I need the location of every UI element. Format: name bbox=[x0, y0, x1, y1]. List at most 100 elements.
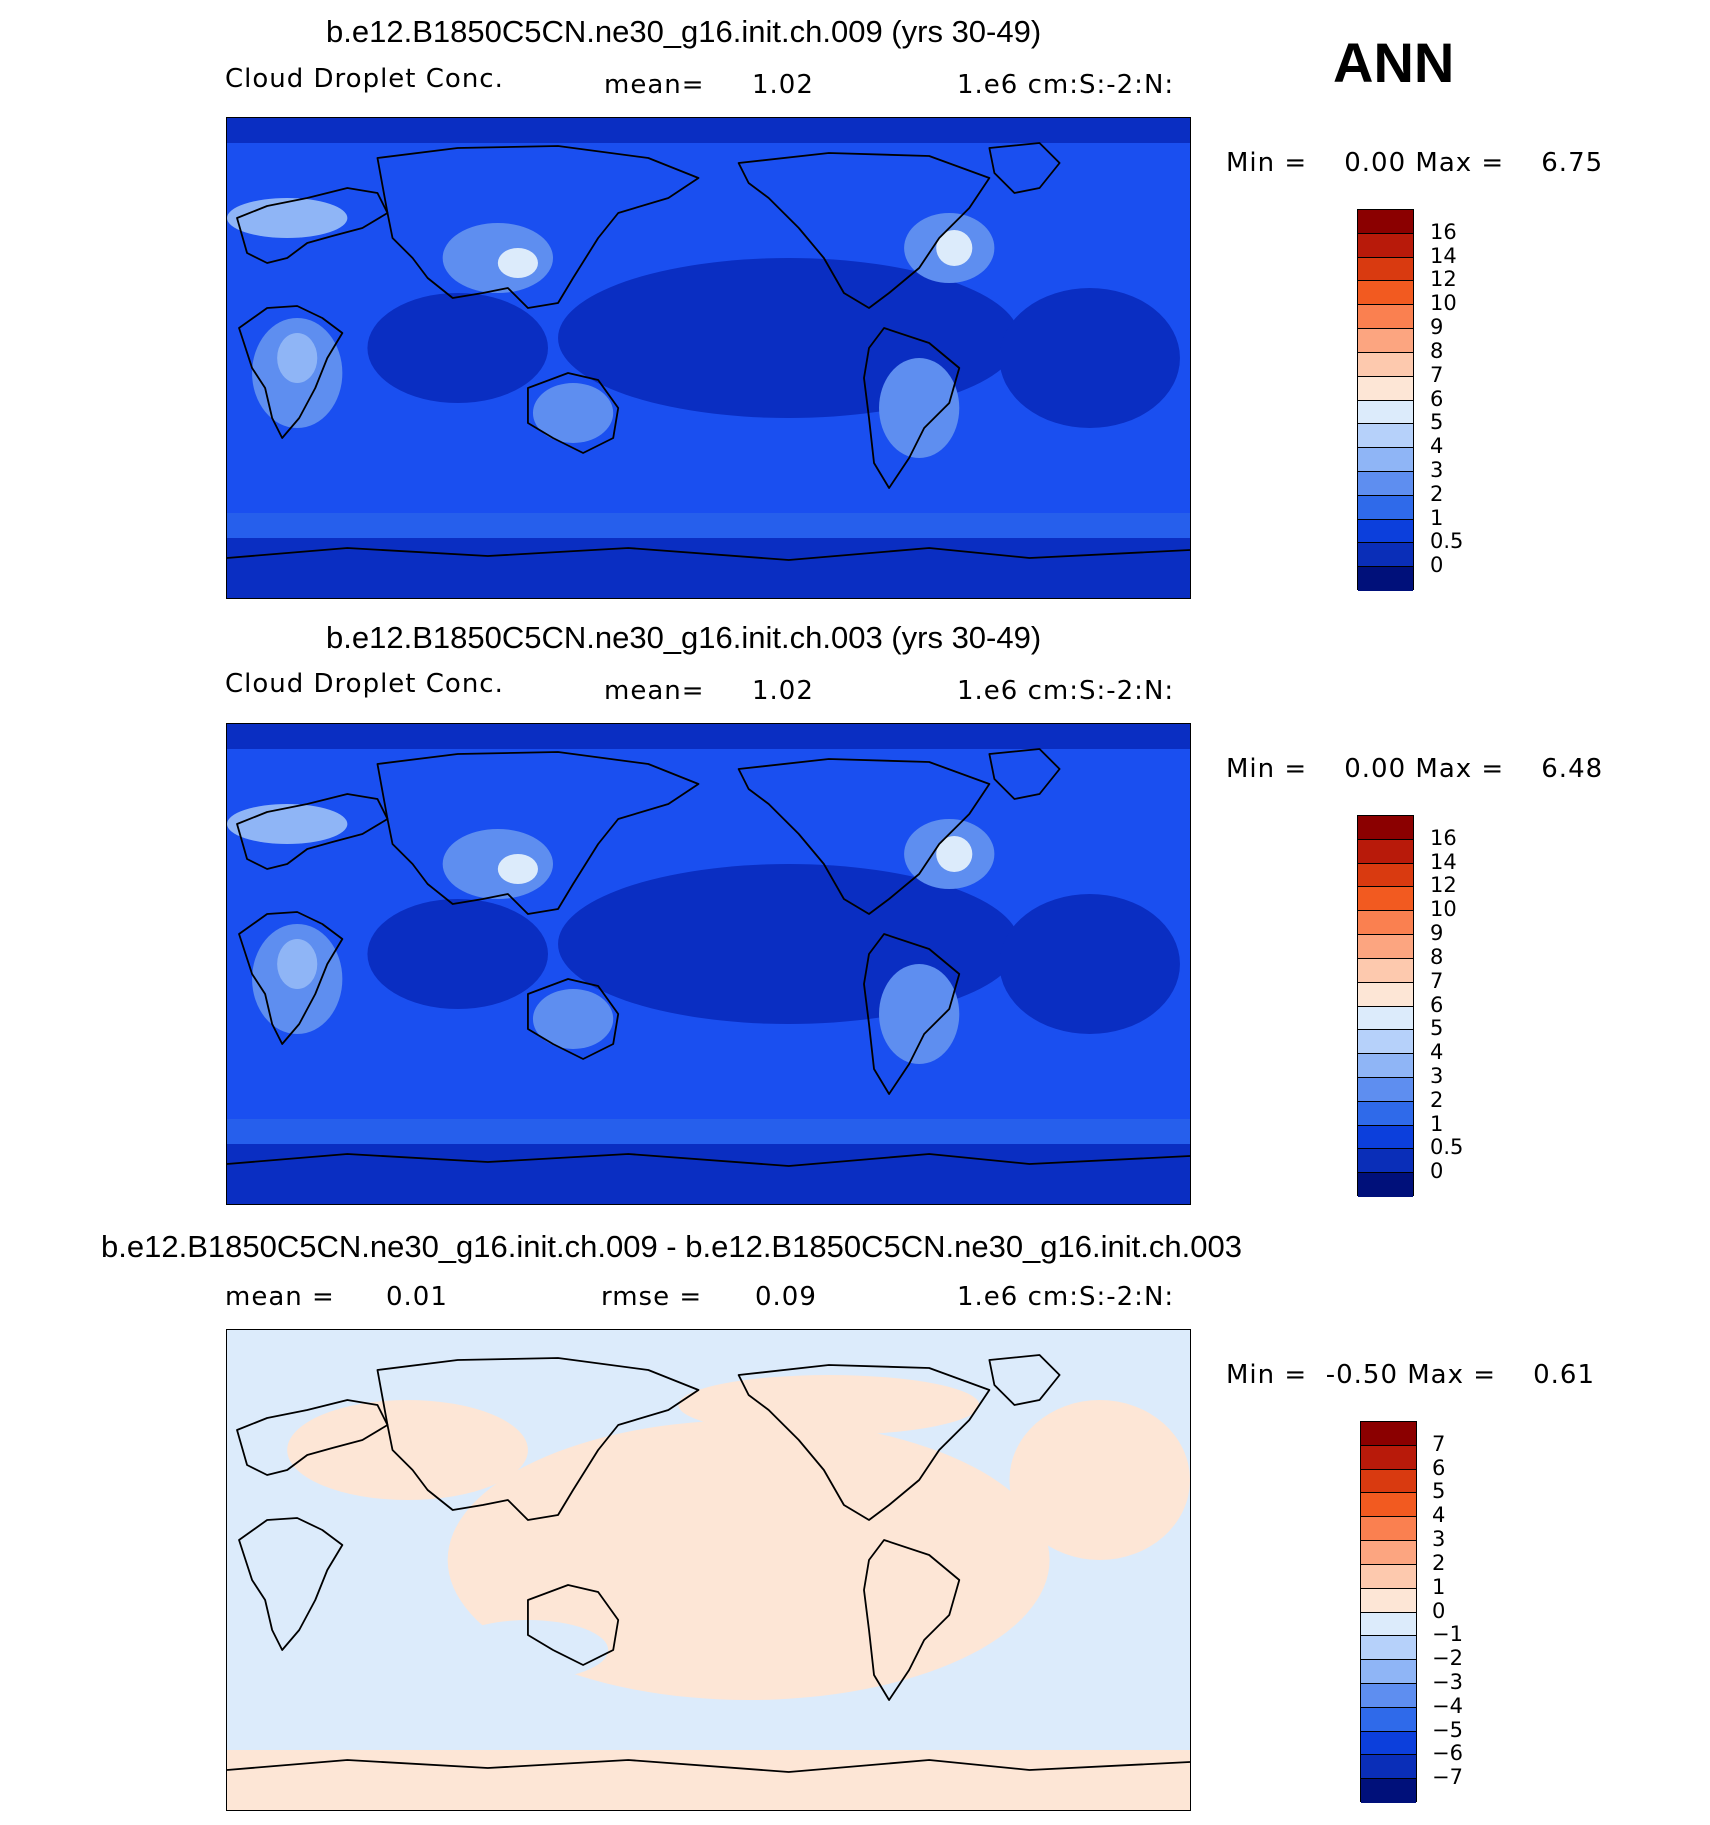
colorbar-swatch bbox=[1358, 281, 1413, 306]
colorbar-swatch bbox=[1358, 400, 1413, 425]
colorbar-tick-label: −4 bbox=[1432, 1693, 1463, 1718]
colorbar-swatch bbox=[1361, 1564, 1416, 1589]
panel3-units: 1.e6 cm:S:-2:N: bbox=[957, 1282, 1175, 1312]
colorbar-tick-label: 1 bbox=[1432, 1574, 1446, 1599]
panel1-map-svg bbox=[227, 118, 1190, 598]
colorbar-swatch bbox=[1358, 958, 1413, 983]
colorbar-tick-label: 7 bbox=[1432, 1431, 1446, 1456]
colorbar-tick-label: 5 bbox=[1432, 1479, 1446, 1504]
colorbar-swatch bbox=[1358, 233, 1413, 258]
panel3-rmse-label: rmse = bbox=[601, 1282, 703, 1312]
panel2-title: b.e12.B1850C5CN.ne30_g16.init.ch.003 (yr… bbox=[326, 620, 1042, 655]
colorbar-swatch bbox=[1358, 448, 1413, 472]
colorbar-tick-label: 0 bbox=[1432, 1598, 1446, 1623]
colorbar-swatch bbox=[1358, 1054, 1413, 1078]
colorbar-tick-label: 3 bbox=[1432, 1527, 1446, 1552]
colorbar-swatch bbox=[1358, 519, 1413, 544]
colorbar-tick-label: 12 bbox=[1430, 873, 1457, 898]
panel1-coastlines bbox=[227, 142, 1190, 561]
panel2-mean-label: mean= bbox=[604, 676, 705, 706]
panel3-colorbar bbox=[1360, 1421, 1417, 1803]
panel2-map bbox=[226, 723, 1191, 1205]
colorbar-tick-label: 8 bbox=[1430, 338, 1444, 363]
panel1-units: 1.e6 cm:S:-2:N: bbox=[957, 70, 1175, 100]
colorbar-tick-label: 7 bbox=[1430, 968, 1444, 993]
colorbar-tick-label: 1 bbox=[1430, 505, 1444, 530]
colorbar-swatch bbox=[1361, 1517, 1416, 1542]
panel2-units: 1.e6 cm:S:-2:N: bbox=[957, 676, 1175, 706]
colorbar-swatch bbox=[1358, 911, 1413, 936]
colorbar-tick-label: 4 bbox=[1432, 1503, 1446, 1528]
panel2-mean-value: 1.02 bbox=[752, 676, 814, 706]
colorbar-swatch bbox=[1361, 1445, 1416, 1470]
colorbar-tick-label: 9 bbox=[1430, 921, 1444, 946]
colorbar-tick-label: 3 bbox=[1430, 457, 1444, 482]
panel3-minmax: Min = -0.50 Max = 0.61 bbox=[1226, 1360, 1596, 1390]
colorbar-swatch bbox=[1358, 1006, 1413, 1031]
colorbar-tick-label: 4 bbox=[1430, 1040, 1444, 1065]
panel2-coastlines bbox=[227, 748, 1190, 1167]
panel2-colorbar bbox=[1357, 815, 1414, 1197]
colorbar-tick-label: 5 bbox=[1430, 410, 1444, 435]
panel3-mean-value: 0.01 bbox=[386, 1282, 448, 1312]
colorbar-tick-label: 7 bbox=[1430, 362, 1444, 387]
colorbar-swatch bbox=[1361, 1755, 1416, 1780]
colorbar-tick-label: 14 bbox=[1430, 849, 1457, 874]
colorbar-tick-label: 0.5 bbox=[1430, 529, 1464, 554]
colorbar-swatch bbox=[1358, 1125, 1413, 1150]
colorbar-tick-label: 2 bbox=[1432, 1550, 1446, 1575]
colorbar-tick-label: 1 bbox=[1430, 1111, 1444, 1136]
colorbar-tick-label: 2 bbox=[1430, 481, 1444, 506]
panel3-mean-label: mean = bbox=[225, 1282, 335, 1312]
panel1-field bbox=[227, 118, 1190, 598]
colorbar-swatch bbox=[1358, 257, 1413, 282]
colorbar-tick-label: −6 bbox=[1432, 1741, 1463, 1766]
colorbar-swatch bbox=[1358, 210, 1413, 234]
colorbar-tick-label: 16 bbox=[1430, 825, 1457, 850]
panel1-minmax: Min = 0.00 Max = 6.75 bbox=[1226, 148, 1604, 178]
colorbar-swatch bbox=[1361, 1660, 1416, 1684]
colorbar-swatch bbox=[1358, 495, 1413, 520]
colorbar-swatch bbox=[1358, 982, 1413, 1007]
panel1-colorbar bbox=[1357, 209, 1414, 591]
colorbar-tick-label: 8 bbox=[1430, 944, 1444, 969]
season-label: ANN bbox=[1333, 31, 1455, 94]
colorbar-swatch bbox=[1358, 329, 1413, 353]
panel1-mean-value: 1.02 bbox=[752, 70, 814, 100]
colorbar-swatch bbox=[1358, 376, 1413, 401]
panel3-coastlines bbox=[227, 1354, 1190, 1773]
colorbar-swatch bbox=[1358, 816, 1413, 840]
panel3-rmse-value: 0.09 bbox=[755, 1282, 817, 1312]
colorbar-swatch bbox=[1358, 305, 1413, 330]
colorbar-swatch bbox=[1361, 1731, 1416, 1756]
colorbar-tick-label: −3 bbox=[1432, 1669, 1463, 1694]
colorbar-tick-label: −2 bbox=[1432, 1646, 1463, 1671]
colorbar-swatch bbox=[1358, 1030, 1413, 1055]
colorbar-swatch bbox=[1361, 1588, 1416, 1613]
panel1-map bbox=[226, 117, 1191, 599]
panel3-map bbox=[226, 1329, 1191, 1811]
colorbar-swatch bbox=[1361, 1636, 1416, 1661]
colorbar-tick-label: −5 bbox=[1432, 1717, 1463, 1742]
colorbar-swatch bbox=[1358, 1173, 1413, 1197]
colorbar-swatch bbox=[1358, 352, 1413, 377]
colorbar-swatch bbox=[1358, 839, 1413, 864]
colorbar-swatch bbox=[1361, 1422, 1416, 1446]
colorbar-tick-label: 12 bbox=[1430, 267, 1457, 292]
colorbar-tick-label: −1 bbox=[1432, 1622, 1463, 1647]
colorbar-swatch bbox=[1361, 1683, 1416, 1708]
panel3-map-svg bbox=[227, 1330, 1190, 1810]
panel2-variable: Cloud Droplet Conc. bbox=[225, 669, 504, 699]
colorbar-swatch bbox=[1358, 1101, 1413, 1126]
colorbar-swatch bbox=[1361, 1469, 1416, 1494]
colorbar-swatch bbox=[1358, 543, 1413, 568]
colorbar-tick-label: 16 bbox=[1430, 219, 1457, 244]
panel1-title: b.e12.B1850C5CN.ne30_g16.init.ch.009 (yr… bbox=[326, 14, 1042, 49]
panel3-field bbox=[227, 1330, 1190, 1810]
colorbar-swatch bbox=[1361, 1779, 1416, 1803]
colorbar-tick-label: −7 bbox=[1432, 1765, 1463, 1790]
colorbar-tick-label: 14 bbox=[1430, 243, 1457, 268]
colorbar-swatch bbox=[1358, 1149, 1413, 1174]
colorbar-swatch bbox=[1361, 1707, 1416, 1732]
colorbar-swatch bbox=[1358, 567, 1413, 591]
